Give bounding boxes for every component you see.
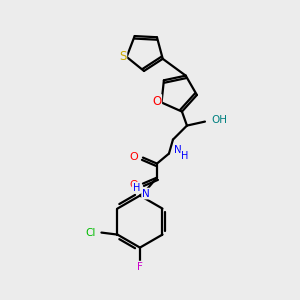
Text: O: O [129,180,138,190]
Text: H: H [181,151,189,160]
Text: N: N [174,145,182,154]
Text: Cl: Cl [85,228,95,238]
Text: N: N [142,189,150,199]
Text: S: S [119,50,126,63]
Text: H: H [133,183,140,193]
Text: OH: OH [211,115,227,124]
Text: O: O [129,152,138,162]
Text: O: O [152,95,161,108]
Text: F: F [137,262,143,272]
